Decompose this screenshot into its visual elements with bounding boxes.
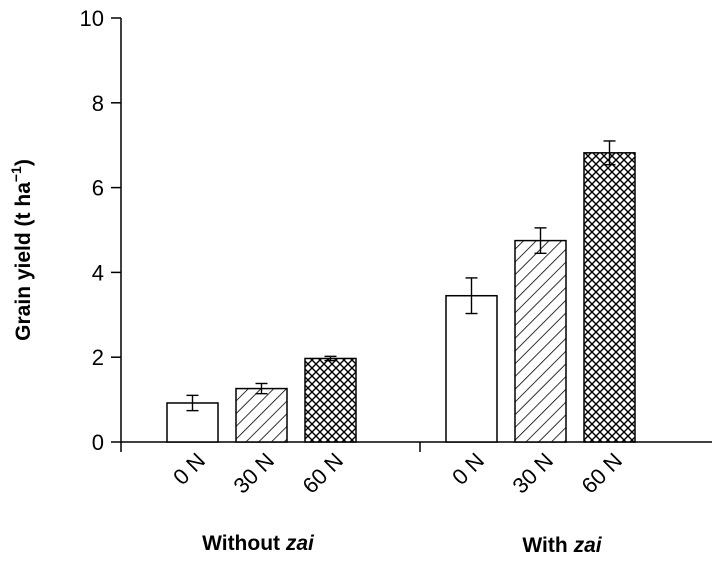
y-tick-label-6: 6 (92, 176, 104, 201)
category-label-without-zai-30n: 30 N (228, 448, 279, 499)
y-axis-title: Grain yield (t ha−1) (8, 159, 35, 341)
bar-with-zai-30n (514, 239, 567, 443)
category-label-with-zai-60n: 60 N (576, 448, 627, 499)
bar-without-zai-30n (235, 387, 288, 443)
svg-text:Without zai: Without zai (202, 532, 315, 555)
group-label-without-zai: Without zai (202, 532, 315, 555)
y-tick-label-0: 0 (92, 430, 104, 455)
category-label-without-zai-60n: 60 N (297, 448, 348, 499)
y-tick-label-2: 2 (92, 345, 104, 370)
category-label-without-zai-0n: 0 N (168, 448, 210, 490)
y-tick-label-4: 4 (92, 260, 104, 285)
bar-without-zai-60n (304, 357, 357, 443)
bar-with-zai-60n (583, 152, 636, 443)
svg-text:Grain yield (t ha−1): Grain yield (t ha−1) (8, 159, 35, 341)
category-label-with-zai-30n: 30 N (507, 448, 558, 499)
svg-text:With zai: With zai (522, 534, 602, 557)
plot-area: 0 2 4 6 8 10 0 N 30 N 60 N 0 N 30 N 60 N (80, 6, 712, 498)
y-tick-label-8: 8 (92, 91, 104, 116)
y-tick-label-10: 10 (80, 6, 104, 31)
group-label-with-zai: With zai (522, 534, 602, 557)
bar-with-zai-0n (445, 294, 498, 443)
category-label-with-zai-0n: 0 N (447, 448, 489, 490)
